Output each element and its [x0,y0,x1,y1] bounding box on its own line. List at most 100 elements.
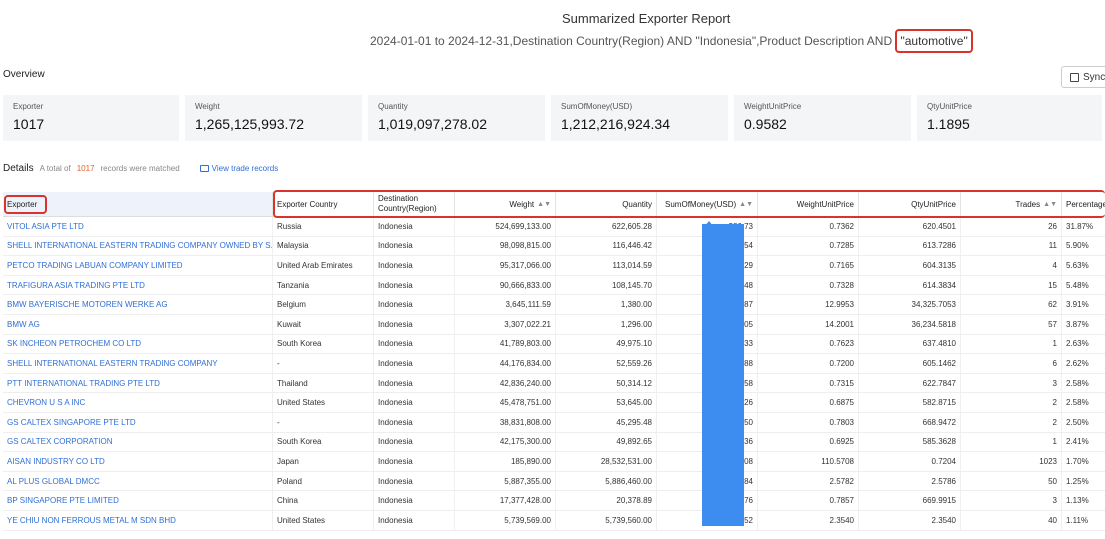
cell-qty-unit-price: 614.3834 [859,275,961,295]
cell-exporter[interactable]: BMW BAYERISCHE MOTOREN WERKE AG [3,295,273,314]
sync-button[interactable]: Sync [1061,66,1105,88]
col-trades[interactable]: Trades ▲▼ [961,192,1062,216]
cell-percentage: 1.70% [1062,452,1105,471]
cell-weight: 42,836,240.00 [455,373,556,393]
cell-country: Kuwait [273,314,374,334]
table-row[interactable]: BP SINGAPORE PTE LIMITED China Indonesia 17… [3,491,1105,511]
col-destination[interactable]: Destination Country(Region) [374,192,455,216]
cell-exporter[interactable]: AL PLUS GLOBAL DMCC [3,471,273,491]
cell-exporter[interactable]: YE CHIU NON FERROUS METAL M SDN BHD [3,510,273,530]
cell-country: - [273,412,374,432]
table-row[interactable]: PTT INTERNATIONAL TRADING PTE LTD Thailan… [3,373,1105,394]
table-row[interactable]: AL PLUS GLOBAL DMCC Poland Indonesia 5,887,… [3,471,1105,492]
header-highlight-box [273,190,1105,218]
cell-trades: 11 [961,236,1062,256]
cell-percentage: 2.50% [1062,413,1105,432]
table-row[interactable]: SHELL INTERNATIONAL EASTERN TRADING COMP… [3,236,1105,257]
cell-qty-unit-price: 34,325.7053 [859,295,961,314]
col-exporter[interactable]: Exporter [3,192,273,216]
col-label: SumOfMoney(USD) [665,199,737,209]
cell-destination: Indonesia [374,275,455,295]
col-label: QtyUnitPrice [911,199,956,209]
table-row[interactable]: CHEVRON U S A INC United States Indonesia 4… [3,393,1105,413]
stat-label: SumOfMoney(USD) [561,102,633,111]
cell-exporter[interactable]: SK INCHEON PETROCHEM CO LTD [3,334,273,354]
cell-destination: Indonesia [374,471,455,491]
table-row[interactable]: SHELL INTERNATIONAL EASTERN TRADING COMP… [3,354,1105,374]
table-row[interactable]: AISAN INDUSTRY CO LTD Japan Indonesia 185,8… [3,452,1105,472]
cell-destination: Indonesia [374,432,455,452]
cell-country: South Korea [273,432,374,452]
cell-destination: Indonesia [374,452,455,471]
table-row[interactable]: GS CALTEX CORPORATION South Korea Indonesi… [3,432,1105,453]
cell-exporter[interactable]: PTT INTERNATIONAL TRADING PTE LTD [3,373,273,393]
cell-percentage: 5.63% [1062,256,1105,275]
table-row[interactable]: BMW BAYERISCHE MOTOREN WERKE AG Belgium In… [3,295,1105,315]
table-row[interactable]: PETCO TRADING LABUAN COMPANY LIMITED Unit… [3,256,1105,276]
redaction-bar [702,224,744,526]
cell-exporter[interactable]: PETCO TRADING LABUAN COMPANY LIMITED [3,256,273,275]
table-body: VITOL ASIA PTE LTD Russia Indonesia 524,699… [3,217,1105,531]
col-exporter-country[interactable]: Exporter Country [273,192,374,216]
cell-exporter[interactable]: SHELL INTERNATIONAL EASTERN TRADING COMP… [3,236,273,256]
col-weight[interactable]: Weight ▲▼ [455,192,556,216]
cell-exporter[interactable]: VITOL ASIA PTE LTD [3,217,273,236]
col-quantity[interactable]: Quantity [556,192,657,216]
cell-exporter[interactable]: BMW AG [3,314,273,334]
total-prefix: A total of [39,164,71,173]
stat-label: QtyUnitPrice [927,102,972,111]
sort-icon[interactable]: ▲▼ [739,200,753,208]
cell-percentage: 5.48% [1062,276,1105,295]
cell-destination: Indonesia [374,236,455,256]
col-label: Destination Country(Region) [378,194,437,213]
col-percentage[interactable]: Percentage [1062,192,1105,216]
cell-destination: Indonesia [374,217,455,236]
sort-icon[interactable]: ▲▼ [537,200,551,208]
cell-exporter[interactable]: SHELL INTERNATIONAL EASTERN TRADING COMP… [3,354,273,373]
cell-trades: 6 [961,354,1062,373]
table-row[interactable]: SK INCHEON PETROCHEM CO LTD South Korea In… [3,334,1105,355]
cell-exporter[interactable]: AISAN INDUSTRY CO LTD [3,452,273,471]
cell-quantity: 5,739,560.00 [556,510,657,530]
table-row[interactable]: BMW AG Kuwait Indonesia 3,307,022.21 1,296.0… [3,314,1105,335]
total-suffix: records were matched [100,164,180,173]
cell-weight-unit-price: 0.6925 [758,432,859,452]
sort-icon[interactable]: ▲▼ [1043,200,1057,208]
stat-label: Exporter [13,102,44,111]
keyword-highlight: "automotive" [895,29,973,53]
cell-percentage: 1.11% [1062,511,1105,530]
cell-exporter[interactable]: GS CALTEX SINGAPORE PTE LTD [3,412,273,432]
cell-country: Japan [273,452,374,471]
stat-quantity: Quantity 1,019,097,278.02 [368,95,545,141]
stat-value: 1,265,125,993.72 [195,116,304,132]
col-qty-unit-price[interactable]: QtyUnitPrice [859,192,961,216]
cell-exporter[interactable]: BP SINGAPORE PTE LIMITED [3,491,273,510]
col-sum-of-money[interactable]: SumOfMoney(USD) ▲▼ [657,192,758,216]
cell-weight: 42,175,300.00 [455,432,556,452]
view-trade-records-link[interactable]: View trade records [199,164,279,173]
stat-weight-unit-price: WeightUnitPrice 0.9582 [734,95,911,141]
table-row[interactable]: TRAFIGURA ASIA TRADING PTE LTD Tanzania In… [3,275,1105,296]
table-row[interactable]: YE CHIU NON FERROUS METAL M SDN BHD Unite… [3,510,1105,531]
cell-qty-unit-price: 585.3628 [859,432,961,452]
table-row[interactable]: GS CALTEX SINGAPORE PTE LTD - Indonesia 38,… [3,412,1105,433]
cell-quantity: 108,145.70 [556,275,657,295]
col-label: Percentage [1066,199,1105,209]
cell-exporter[interactable]: TRAFIGURA ASIA TRADING PTE LTD [3,275,273,295]
table-row[interactable]: VITOL ASIA PTE LTD Russia Indonesia 524,699… [3,217,1105,237]
cell-exporter[interactable]: CHEVRON U S A INC [3,393,273,412]
cell-weight-unit-price: 0.7328 [758,275,859,295]
cell-qty-unit-price: 0.7204 [859,452,961,471]
cell-destination: Indonesia [374,256,455,275]
stat-value: 0.9582 [744,116,787,132]
col-label: Trades [1015,199,1041,209]
cell-weight-unit-price: 0.7857 [758,491,859,510]
col-weight-unit-price[interactable]: WeightUnitPrice [758,192,859,216]
cell-quantity: 116,446.42 [556,236,657,256]
cell-exporter[interactable]: GS CALTEX CORPORATION [3,432,273,452]
cell-trades: 40 [961,510,1062,530]
cell-quantity: 1,380.00 [556,295,657,314]
cell-trades: 2 [961,393,1062,412]
view-trade-label: View trade records [211,164,279,173]
cell-country: Belgium [273,295,374,314]
